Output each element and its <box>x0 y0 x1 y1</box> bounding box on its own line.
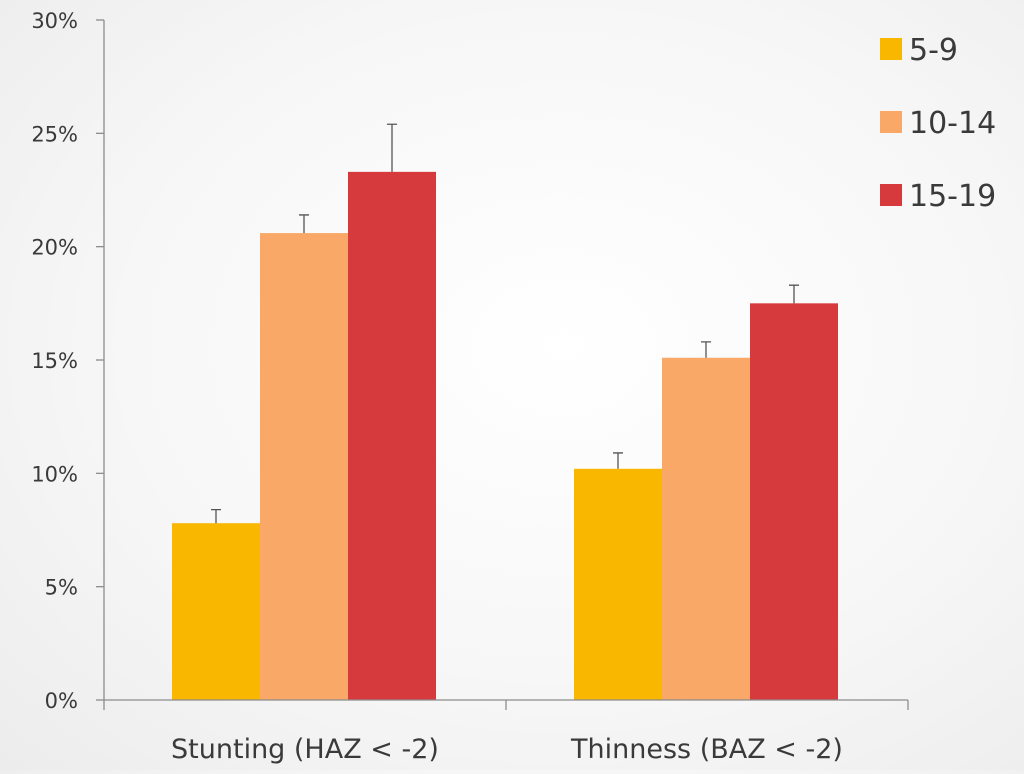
y-tick-label: 25% <box>31 122 78 146</box>
y-tick-label: 5% <box>45 576 78 600</box>
bars-layer <box>172 171 838 701</box>
y-tick-label: 10% <box>31 462 78 486</box>
error-bar-15-19-thinness <box>789 284 799 304</box>
legend-label-5-9: 5-9 <box>909 33 958 68</box>
y-tick-label: 20% <box>31 236 78 260</box>
y-tick-label: 15% <box>31 349 78 373</box>
error-bar-5-9-thinness <box>613 452 623 469</box>
bar-5-9-stunting <box>172 523 260 700</box>
error-bar-5-9-stunting <box>211 508 221 524</box>
bar-5-9-thinness <box>574 468 662 700</box>
legend-swatch-5-9 <box>880 38 902 60</box>
bar-15-19-stunting <box>348 171 436 700</box>
x-category-label: Stunting (HAZ < -2) <box>171 734 439 765</box>
x-category-label: Thinness (BAZ < -2) <box>570 734 843 765</box>
error-bar-15-19-stunting <box>387 123 397 172</box>
bar-10-14-stunting <box>260 233 348 701</box>
error-bar-10-14-stunting <box>299 214 309 234</box>
y-tick-label: 0% <box>45 689 78 713</box>
axes-layer: 0% 5% 10% 15% 20% 25% 30% Stunting (HAZ < -2) Th… <box>31 9 909 765</box>
error-bars-layer <box>211 123 799 524</box>
legend-label-15-19: 15-19 <box>909 179 996 214</box>
legend-swatch-10-14 <box>880 111 902 133</box>
y-tick-label: 30% <box>31 9 78 33</box>
legend: 5-9 10-14 15-19 <box>880 33 996 214</box>
bar-15-19-thinness <box>750 303 838 700</box>
error-bar-10-14-thinness <box>701 341 711 358</box>
legend-label-10-14: 10-14 <box>909 106 996 141</box>
bar-10-14-thinness <box>662 357 750 700</box>
legend-swatch-15-19 <box>880 184 902 206</box>
